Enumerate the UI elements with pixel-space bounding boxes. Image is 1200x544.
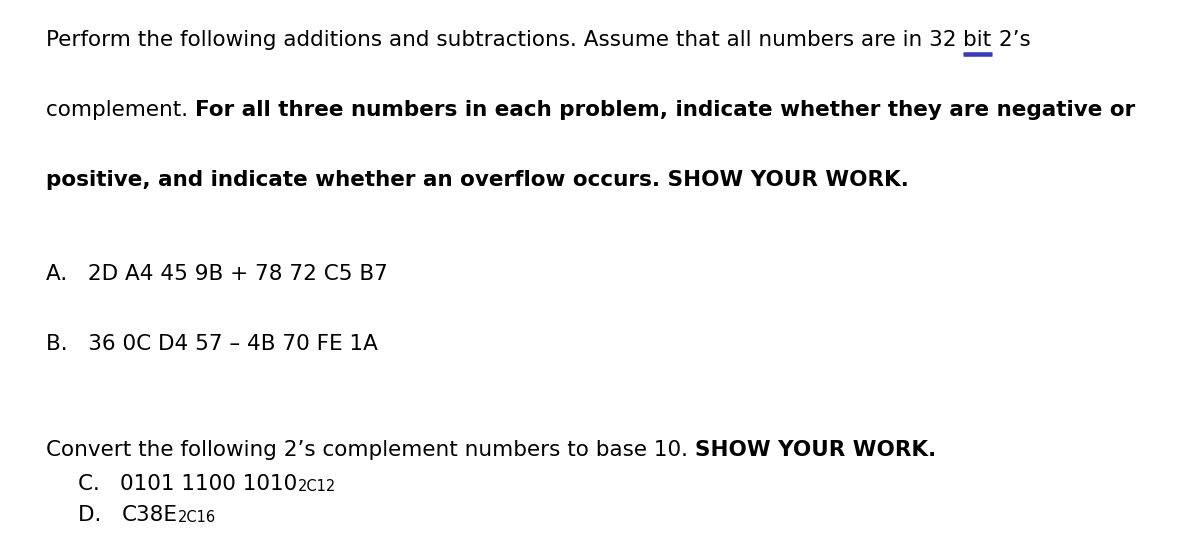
Text: Perform the following additions and subtractions. Assume that all numbers are in: Perform the following additions and subt… [46,30,964,50]
Text: B.   36 0C D4 57 – 4B 70 FE 1A: B. 36 0C D4 57 – 4B 70 FE 1A [46,334,378,354]
Text: D.: D. [78,505,122,525]
Text: Convert the following 2’s complement numbers to base 10.: Convert the following 2’s complement num… [46,440,695,460]
Text: C38E: C38E [122,505,178,525]
Text: 2C16: 2C16 [178,510,216,526]
Text: positive, and indicate whether an overflow occurs. SHOW YOUR WORK.: positive, and indicate whether an overfl… [46,170,908,190]
Text: For all three numbers in each problem, indicate whether they are negative or: For all three numbers in each problem, i… [194,100,1135,120]
Text: 2C12: 2C12 [298,479,336,494]
Text: complement.: complement. [46,100,194,120]
Text: bit: bit [964,30,991,50]
Text: SHOW YOUR WORK.: SHOW YOUR WORK. [695,440,936,460]
Text: 2’s: 2’s [991,30,1031,50]
Text: 0101 1100 1010: 0101 1100 1010 [120,474,298,494]
Text: A.   2D A4 45 9B + 78 72 C5 B7: A. 2D A4 45 9B + 78 72 C5 B7 [46,264,388,284]
Text: C.: C. [78,474,120,494]
